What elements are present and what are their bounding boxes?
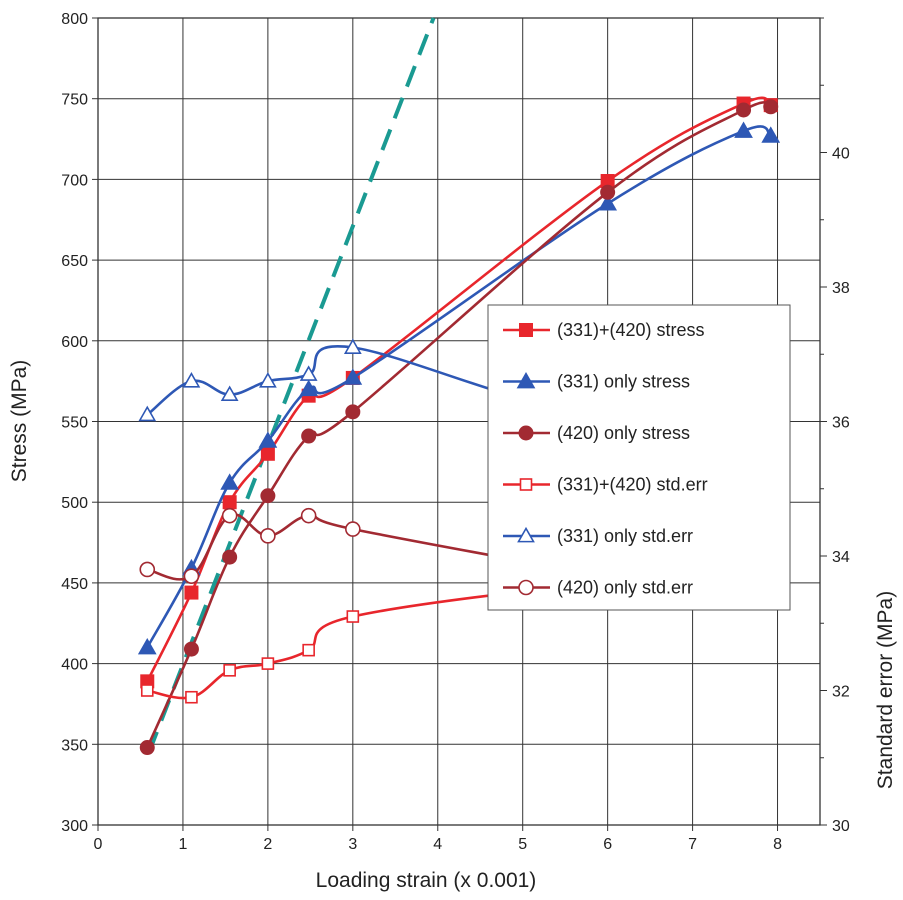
data-point bbox=[260, 528, 276, 544]
x-tick-label: 0 bbox=[94, 836, 103, 853]
y-tick-label: 700 bbox=[61, 172, 88, 189]
x-tick-label: 3 bbox=[348, 836, 357, 853]
legend-item: (331)+(420) std.err bbox=[503, 475, 708, 495]
legend-marker bbox=[519, 478, 533, 491]
y-tick-label: 800 bbox=[61, 11, 88, 28]
x-tick-label: 4 bbox=[433, 836, 442, 853]
data-point bbox=[302, 643, 315, 657]
legend-label: (331) only stress bbox=[557, 372, 690, 392]
data-point bbox=[600, 184, 616, 200]
reference-dashed-line bbox=[147, 17, 436, 754]
data-point bbox=[223, 664, 236, 677]
reference-line bbox=[147, 17, 436, 754]
y2-tick-label: 40 bbox=[832, 146, 850, 163]
data-point bbox=[343, 368, 363, 385]
legend-label: (331) only std.err bbox=[557, 526, 693, 546]
data-point bbox=[221, 507, 238, 524]
data-point bbox=[184, 585, 199, 600]
data-point bbox=[183, 568, 200, 584]
series-line bbox=[146, 125, 772, 649]
data-point bbox=[260, 446, 275, 461]
y-tick-label: 650 bbox=[61, 253, 88, 270]
y-tick-label: 350 bbox=[61, 737, 88, 754]
data-point bbox=[220, 473, 240, 490]
data-point bbox=[182, 372, 201, 388]
legend-item: (331)+(420) stress bbox=[503, 320, 705, 340]
data-point bbox=[763, 99, 779, 115]
data-point bbox=[183, 641, 199, 657]
legend-items: (331)+(420) stress (331) only stress (420)… bbox=[503, 320, 708, 598]
y-tick-label: 600 bbox=[61, 334, 88, 351]
y2-tick-label: 38 bbox=[832, 280, 850, 297]
series bbox=[137, 96, 781, 756]
legend-label: (331)+(420) std.err bbox=[557, 475, 708, 495]
data-point bbox=[734, 121, 753, 138]
legend-label: (331)+(420) stress bbox=[557, 320, 705, 340]
y2-axis-title: Standard error (MPa) bbox=[874, 591, 897, 789]
data-point bbox=[139, 740, 155, 756]
legend-label: (420) only stress bbox=[557, 423, 690, 443]
x-axis-title: Loading strain (x 0.001) bbox=[316, 869, 537, 892]
x-tick-label: 2 bbox=[263, 836, 272, 853]
data-point bbox=[301, 428, 317, 444]
legend-item: (331) only std.err bbox=[503, 526, 693, 546]
legend-label: (420) only std.err bbox=[557, 578, 693, 598]
data-point bbox=[598, 194, 618, 211]
data-point bbox=[185, 690, 198, 704]
y2-tick-label: 34 bbox=[832, 549, 850, 566]
data-point bbox=[220, 385, 239, 402]
data-point bbox=[343, 338, 362, 354]
y-tick-label: 450 bbox=[61, 576, 88, 593]
legend-marker bbox=[518, 579, 534, 596]
data-point bbox=[300, 507, 317, 524]
data-point bbox=[261, 657, 275, 670]
data-point bbox=[137, 637, 157, 655]
x-tick-label: 6 bbox=[603, 836, 612, 853]
data-point bbox=[140, 684, 154, 697]
legend-box bbox=[487, 304, 791, 611]
legend-marker bbox=[518, 425, 534, 441]
data-point bbox=[345, 404, 361, 420]
x-tick-label: 1 bbox=[178, 836, 187, 853]
legend-item: (331) only stress bbox=[503, 372, 690, 392]
y-tick-label: 300 bbox=[61, 818, 88, 835]
x-tick-label: 8 bbox=[773, 836, 782, 853]
y-tick-label: 550 bbox=[61, 415, 88, 432]
x-tick-label: 5 bbox=[518, 836, 527, 853]
tick-labels: 0 1 2 3 4 5 6 7 83003504004505005506006507007508… bbox=[61, 11, 850, 853]
data-point bbox=[761, 126, 781, 143]
y2-tick-label: 36 bbox=[832, 415, 850, 432]
x-tick-label: 7 bbox=[688, 836, 697, 853]
legend: (331)+(420) stress (331) only stress (420)… bbox=[487, 304, 791, 611]
y2-tick-label: 32 bbox=[832, 684, 850, 701]
series-2 bbox=[139, 99, 779, 756]
data-point bbox=[222, 549, 238, 565]
data-point bbox=[258, 431, 278, 448]
data-point bbox=[299, 379, 319, 397]
legend-marker bbox=[519, 323, 533, 337]
legend-marker bbox=[516, 371, 536, 389]
data-point bbox=[222, 495, 237, 510]
y-tick-label: 400 bbox=[61, 657, 88, 674]
legend-item: (420) only std.err bbox=[503, 578, 693, 598]
axis-ticks bbox=[92, 17, 827, 831]
y2-tick-label: 30 bbox=[832, 818, 850, 835]
data-point bbox=[259, 372, 277, 388]
y-tick-label: 750 bbox=[61, 92, 88, 109]
y-tick-label: 500 bbox=[61, 495, 88, 512]
data-point bbox=[346, 610, 360, 623]
legend-item: (420) only stress bbox=[503, 423, 690, 443]
data-point bbox=[138, 405, 157, 422]
data-point bbox=[299, 365, 318, 381]
data-point bbox=[260, 488, 276, 504]
y-axis-title: Stress (MPa) bbox=[8, 360, 31, 483]
series-1 bbox=[137, 121, 781, 655]
data-point bbox=[345, 521, 361, 537]
legend-marker bbox=[517, 526, 535, 543]
data-point bbox=[139, 561, 156, 578]
data-point bbox=[736, 102, 752, 118]
